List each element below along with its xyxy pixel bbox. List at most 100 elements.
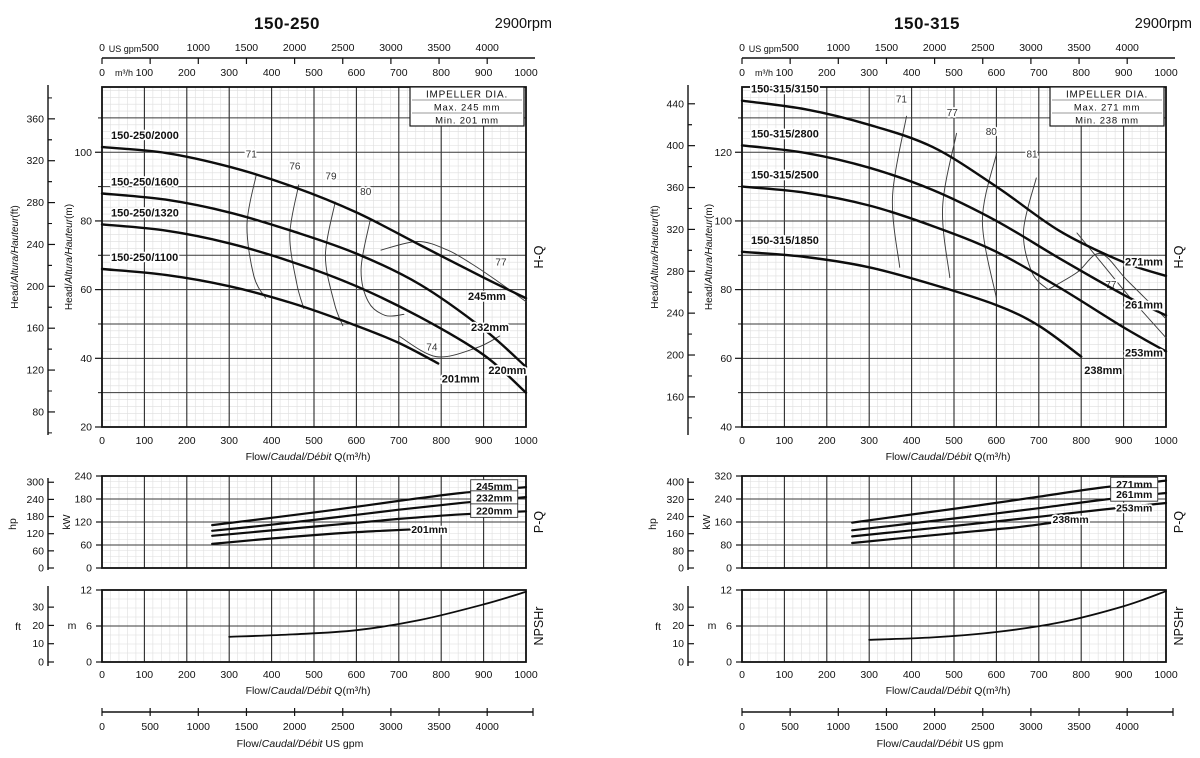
impeller-dia-box [1049,86,1165,127]
curve-name-label: 150-315/1850 [751,235,819,247]
m3h-tick-label: 300 [860,67,878,79]
kw-tick-label: 240 [74,471,92,483]
panel-150-250: 150-250 2900rpm 0 US gpm 500 1000 1500 2000 25… [0,0,560,758]
pump-curve-150-315/1850 [740,250,1083,358]
m3h-tick-label: 500 [945,67,963,79]
power-curve-label: 232mm [476,492,512,504]
kw-tick-label: 0 [86,563,92,575]
curve-name-label: 150-250/1100 [111,252,178,264]
power-curve-271mm [851,479,1168,524]
npsh-ft-tick-label: 10 [672,638,684,650]
hp-tick-label: 300 [26,477,44,489]
gpm-unit-label: US gpm [109,44,142,54]
m3h-tick-label: 300 [220,67,238,79]
power-curve-201mm [211,528,415,545]
head-m-tick-label: 40 [80,353,92,365]
npsh-m-axis-title: m [708,620,717,632]
head-ft-tick-label: 360 [26,113,44,125]
gpm-tick-label: 2500 [971,721,995,733]
impeller-diameter-label: 261mm [1125,300,1163,312]
impeller-diameter-label: 201mm [442,373,480,385]
npsh-ft-axis-title: ft [15,621,21,633]
flow-tick-label: 300 [220,669,238,681]
flow-tick-label: 900 [1115,669,1133,681]
power-curve-245mm [211,486,528,527]
impeller-diameter-label: 271mm [1125,257,1163,269]
npshr-section-label: NPSHr [532,607,546,646]
m3h-tick-label: 800 [432,67,450,79]
pump-speed-label: 2900rpm [1134,16,1192,32]
efficiency-value-label: 79 [325,172,337,183]
power-curve-238mm [851,521,1052,545]
power-curve-232mm [211,496,528,532]
gpm-tick-label: 0 [739,721,745,733]
m3h-tick-label: 1000 [1154,67,1178,79]
npsh-m-tick-label: 12 [80,585,92,597]
pump-curve-150-315/2500 [740,185,1168,353]
flow-tick-label: 500 [305,669,323,681]
gpm-tick-label: 4000 [476,721,500,733]
gpm-tick-label: 2500 [331,42,355,54]
npsh-m-axis-title: m [68,620,77,632]
power-curve-220mm [211,510,528,537]
m3h-unit-label: m³/h [755,68,773,78]
m3h-unit-label: m³/h [115,68,133,78]
head-m-tick-label: 80 [80,215,92,227]
flow-axis-title: Flow/Caudal/Débit Q(m³/h) [886,685,1011,697]
hq-section-label: H-Q [532,245,546,268]
head-ft-tick-label: 400 [666,140,684,152]
efficiency-value-label: 77 [947,108,959,119]
curve-name-label: 150-315/3150 [751,84,819,96]
impeller-diameter-label: 232mm [471,322,509,334]
impeller-box-header: IMPELLER DIA. [426,90,508,101]
pq-section-label: P-Q [1172,511,1186,534]
hp-tick-label: 240 [26,494,44,506]
efficiency-line-77 [942,132,957,279]
plot-border [741,86,1167,428]
gpm-tick-label: 500 [141,42,159,54]
gpm-tick-label: 0 [99,42,105,54]
npshr-section-label: NPSHr [1172,607,1186,646]
flow-tick-label: 400 [903,669,921,681]
head-ft-tick-label: 200 [666,350,684,362]
head-ft-tick-label: 280 [666,266,684,278]
gpm-tick-label: 500 [141,721,159,733]
efficiency-value-label: 71 [896,94,908,105]
flow-tick-label: 100 [776,669,794,681]
impeller-diameter-label: 245mm [468,291,506,303]
flow-tick-label: 200 [818,669,836,681]
efficiency-value-label: 71 [246,149,258,160]
flow-tick-label: 200 [818,435,836,447]
pump-model-title: 150-250 [254,14,320,33]
m3h-tick-label: 1000 [514,67,538,79]
gpm-tick-label: 4000 [1116,42,1140,54]
flow-tick-label: 400 [263,435,281,447]
gpm-tick-label: 3000 [379,42,403,54]
flow-tick-label: 700 [1030,669,1048,681]
efficiency-value-label: 80 [986,127,998,138]
gpm-tick-label: 1000 [827,721,851,733]
npsh-m-tick-label: 0 [726,657,732,669]
m3h-tick-label: 400 [903,67,921,79]
head-m-tick-label: 100 [714,215,732,227]
npsh-m-tick-label: 12 [720,585,732,597]
gpm-tick-label: 1500 [235,42,259,54]
m3h-tick-label: 0 [99,67,105,79]
m3h-tick-label: 600 [988,67,1006,79]
flow-tick-label: 0 [99,669,105,681]
head-ft-tick-label: 80 [32,406,44,418]
pump-speed-label: 2900rpm [494,16,552,32]
flow-tick-label: 100 [776,435,794,447]
gpm-tick-label: 3500 [427,721,451,733]
head-m-tick-label: 40 [720,422,732,434]
m3h-tick-label: 800 [1072,67,1090,79]
pump-curve-150-250/1100 [100,267,440,365]
m3h-tick-label: 200 [178,67,196,79]
head-m-axis-title: Head/Altura/Hauteur(m) [64,204,75,310]
kw-tick-label: 0 [726,563,732,575]
flow-tick-label: 700 [390,669,408,681]
efficiency-line-80 [360,220,405,317]
power-curve-253mm [851,501,1168,538]
